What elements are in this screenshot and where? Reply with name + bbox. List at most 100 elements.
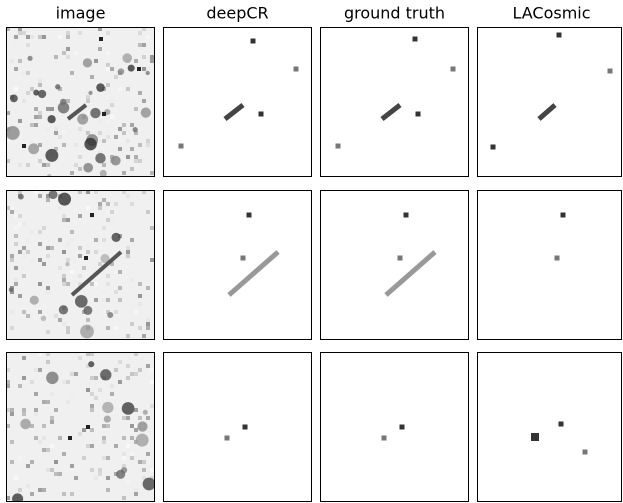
noise <box>46 330 50 334</box>
noise <box>118 139 122 143</box>
noise <box>98 472 102 476</box>
star <box>96 83 105 92</box>
noise <box>54 127 58 131</box>
noise <box>42 400 46 404</box>
noise <box>102 198 106 202</box>
star <box>90 108 100 118</box>
noise <box>58 135 62 139</box>
noise <box>114 444 118 448</box>
noise <box>66 380 70 384</box>
noise <box>26 43 30 47</box>
star <box>143 410 148 415</box>
noise <box>86 99 90 103</box>
noise <box>58 436 62 440</box>
noise <box>150 400 154 404</box>
star <box>60 99 66 105</box>
noise <box>102 436 106 440</box>
mask-pixel <box>225 436 230 441</box>
noise <box>70 230 74 234</box>
noise <box>74 163 78 167</box>
noise <box>38 368 42 372</box>
hit <box>137 67 141 71</box>
noise <box>10 412 14 416</box>
noise <box>38 242 42 246</box>
mask-pixel <box>247 213 252 218</box>
noise <box>66 400 70 404</box>
noise <box>14 35 18 39</box>
noise <box>34 368 38 372</box>
star <box>133 127 138 132</box>
noise <box>130 298 134 302</box>
noise <box>134 372 138 376</box>
sky <box>6 27 155 177</box>
noise <box>22 71 26 75</box>
noise <box>130 452 134 456</box>
star <box>88 361 94 367</box>
star <box>122 53 132 63</box>
noise <box>38 258 42 262</box>
noise <box>142 468 146 472</box>
noise <box>114 368 118 372</box>
noise <box>34 123 38 127</box>
noise <box>66 242 70 246</box>
noise <box>118 87 122 91</box>
panel <box>477 27 622 177</box>
noise <box>38 159 42 163</box>
noise <box>34 436 38 440</box>
noise <box>146 210 150 214</box>
noise <box>62 131 66 135</box>
noise <box>102 440 106 444</box>
star <box>20 419 31 430</box>
panel <box>477 190 622 340</box>
noise <box>150 468 154 472</box>
noise <box>38 230 42 234</box>
noise <box>138 282 142 286</box>
star <box>49 190 58 199</box>
noise <box>10 206 14 210</box>
noise <box>150 59 154 63</box>
star <box>128 65 135 72</box>
noise <box>30 380 34 384</box>
noise <box>38 440 42 444</box>
noise <box>18 59 22 63</box>
noise <box>146 139 150 143</box>
noise <box>10 210 14 214</box>
noise <box>14 87 18 91</box>
noise <box>122 436 126 440</box>
noise <box>142 43 146 47</box>
mask-pixel <box>294 67 299 72</box>
noise <box>14 234 18 238</box>
noise <box>114 290 118 294</box>
noise <box>74 143 78 147</box>
noise <box>38 194 42 198</box>
noise <box>106 298 110 302</box>
noise <box>150 404 154 408</box>
noise <box>90 75 94 79</box>
panel-bg <box>320 190 469 340</box>
noise <box>30 492 34 496</box>
noise <box>74 372 78 376</box>
noise <box>62 322 66 326</box>
noise <box>114 135 118 139</box>
panel-bg <box>477 352 622 502</box>
noise <box>38 143 42 147</box>
star <box>100 369 111 380</box>
noise <box>98 131 102 135</box>
noise <box>22 310 26 314</box>
noise <box>22 376 26 380</box>
noise <box>146 452 150 456</box>
noise <box>106 424 110 428</box>
noise <box>122 123 126 127</box>
noise <box>14 67 18 71</box>
star <box>38 90 46 98</box>
noise <box>74 476 78 480</box>
noise <box>66 99 70 103</box>
noise <box>114 270 118 274</box>
star <box>47 115 55 123</box>
noise <box>86 250 90 254</box>
noise <box>62 214 66 218</box>
noise <box>146 67 150 71</box>
noise <box>50 468 54 472</box>
noise <box>118 286 122 290</box>
star <box>28 143 39 154</box>
